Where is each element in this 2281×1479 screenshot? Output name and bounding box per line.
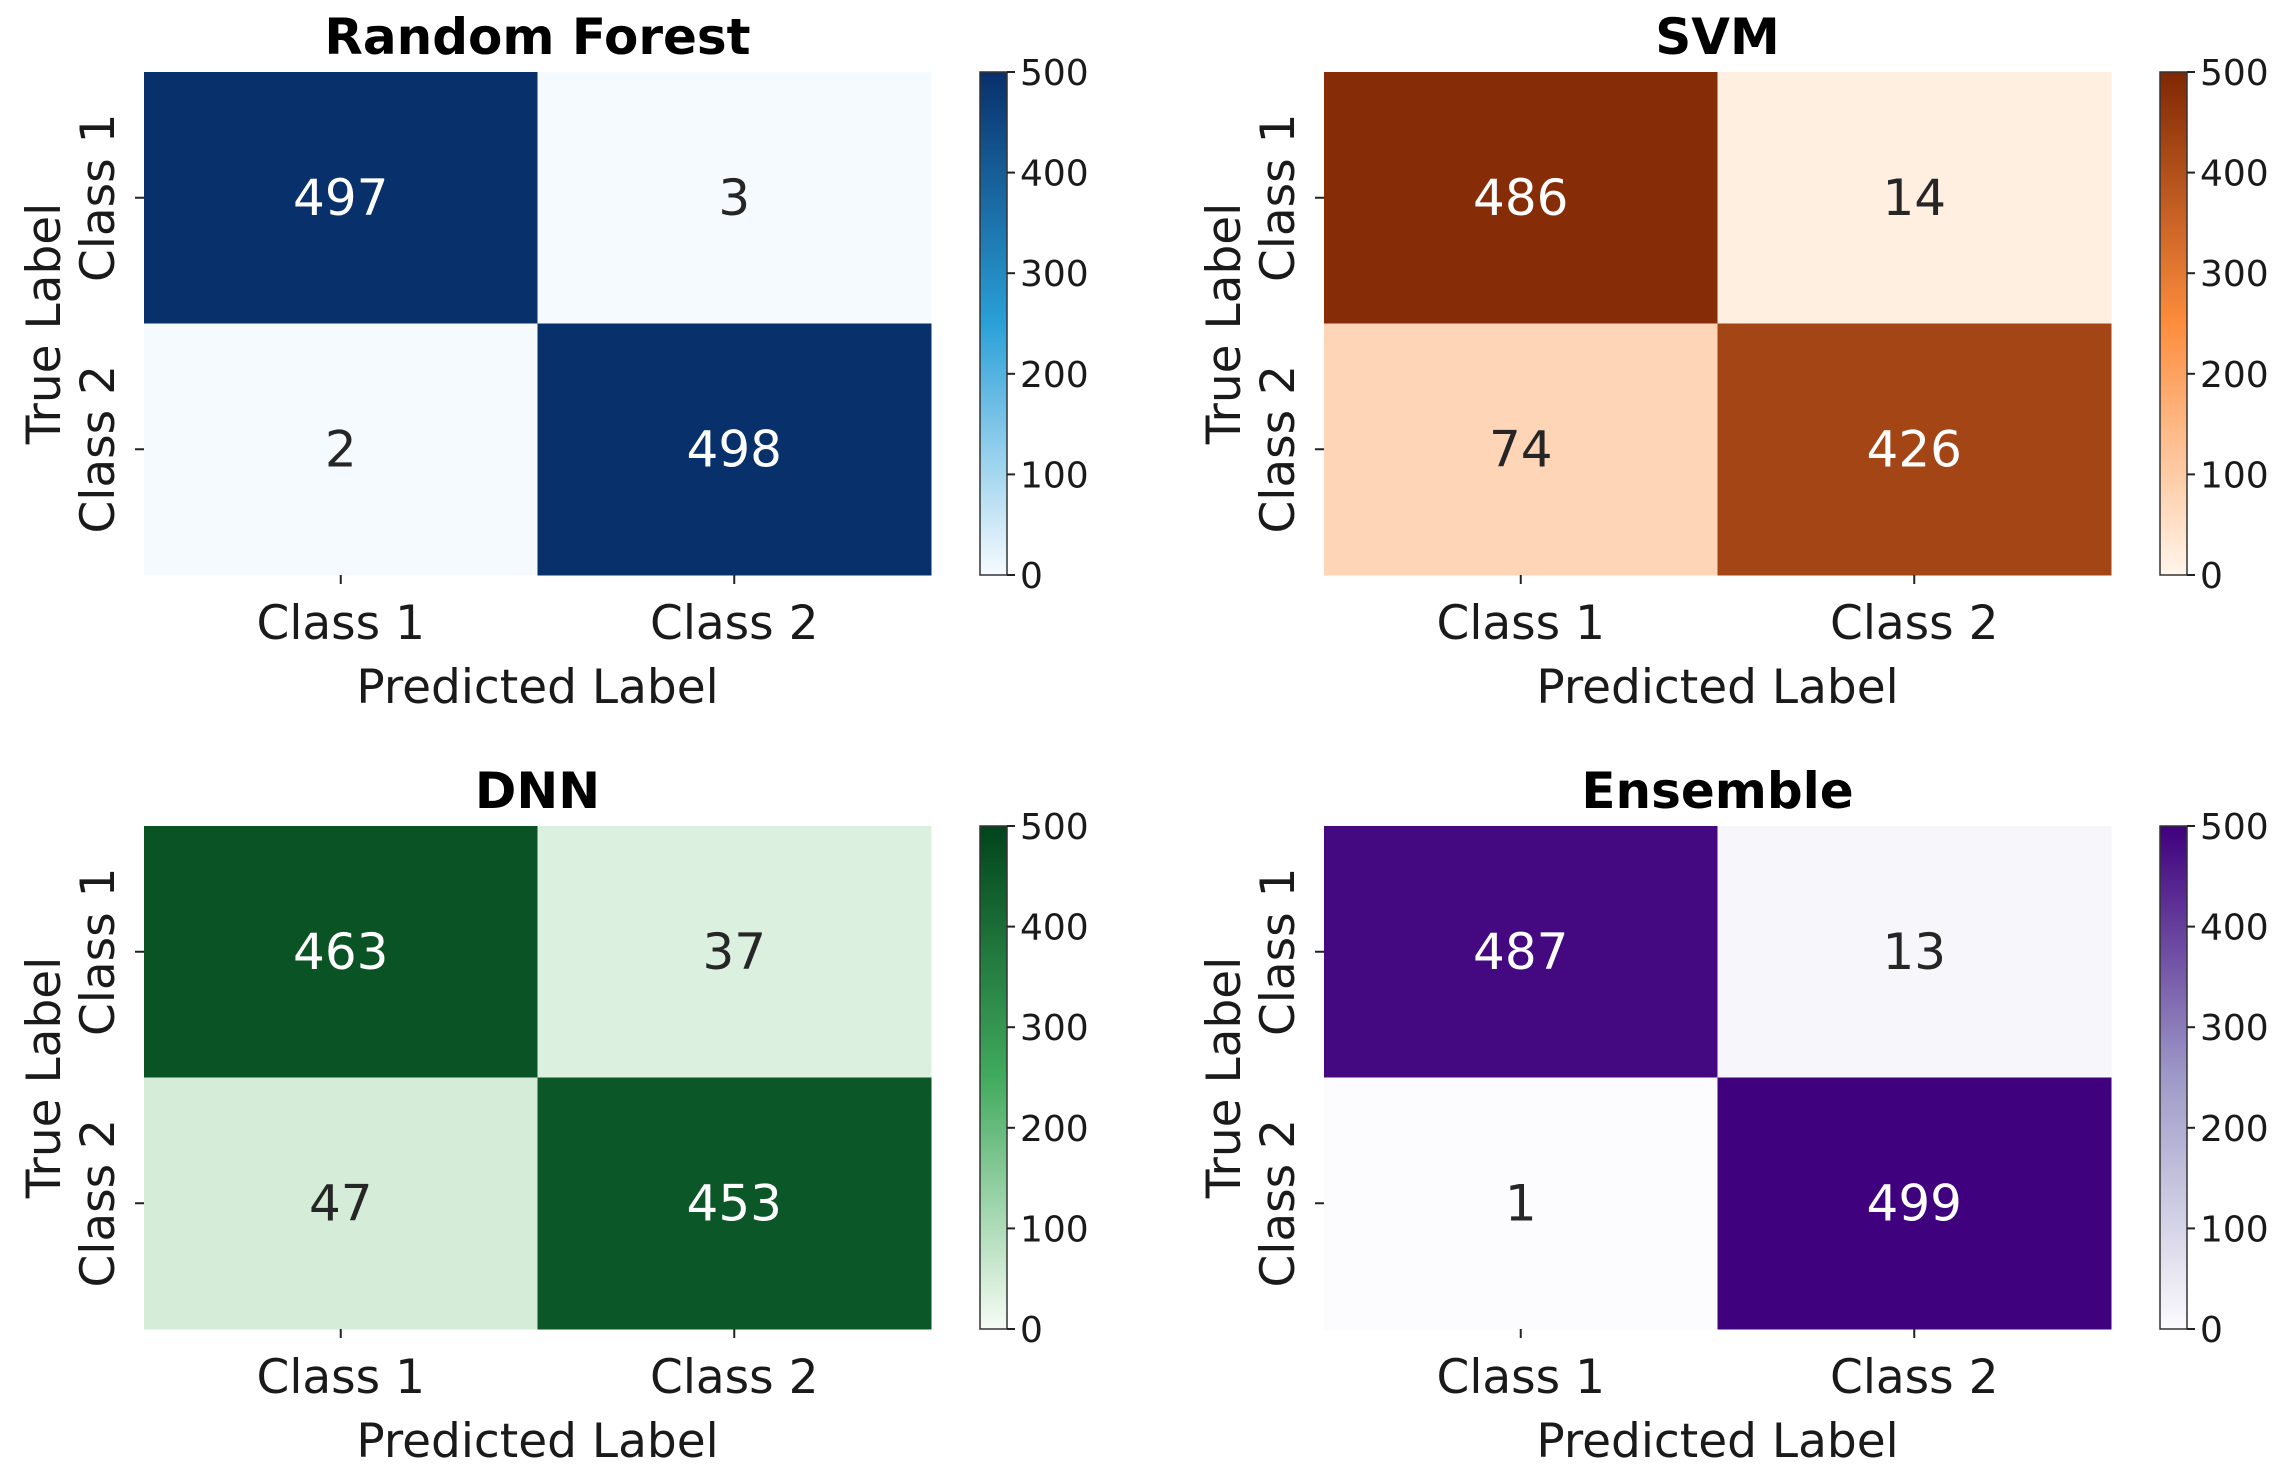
colorbar-tick-label: 300 [2200, 1008, 2269, 1049]
heatmap-cell [1324, 1077, 1718, 1330]
colorbar-tick-label: 400 [2200, 908, 2269, 949]
colorbar-tick-label: 0 [1020, 556, 1043, 597]
colorbar-tick-label: 400 [2200, 154, 2269, 195]
confusion-matrix-panel: Random Forest 497 3 2 498 Class 1 Class 2 Predi… [17, 8, 1089, 715]
x-tick-label: Class 1 [257, 1350, 426, 1405]
colorbar-tick-label: 100 [2200, 455, 2269, 496]
confusion-matrix-panel: Ensemble 487 13 1 499 Class 1 Class 2 Predicted… [1197, 762, 2269, 1469]
cell-value-label: 1 [1505, 1174, 1537, 1232]
panel-title: DNN [475, 762, 600, 820]
panel-title: Ensemble [1581, 762, 1853, 820]
x-tick-label: Class 2 [650, 596, 819, 651]
colorbar-tick-label: 300 [1020, 1008, 1089, 1049]
colorbar-tick-label: 0 [2200, 556, 2223, 597]
colorbar-tick-label: 100 [2200, 1209, 2269, 1250]
y-tick-label: Class 1 [1251, 868, 1306, 1037]
cell-value-label: 498 [687, 420, 782, 478]
colorbar-tick-label: 200 [2200, 355, 2269, 396]
colorbar [2159, 825, 2188, 1330]
cell-value-label: 2 [325, 420, 357, 478]
heatmap-cell [537, 826, 932, 1078]
confusion-matrix-panel: SVM 486 14 74 426 Class 1 Class 2 Predicted Lab… [1197, 8, 2269, 715]
colorbar-tick-label: 500 [1020, 53, 1089, 94]
cell-value-label: 487 [1473, 923, 1568, 981]
y-tick-label: Class 1 [1251, 114, 1306, 283]
x-axis-label: Predicted Label [356, 660, 718, 715]
colorbar-tick-label: 100 [1020, 455, 1089, 496]
cell-value-label: 37 [702, 923, 766, 981]
y-tick-label: Class 2 [71, 365, 126, 534]
colorbar-tick-label: 100 [1020, 1209, 1089, 1250]
y-axis-label: True Label [17, 203, 72, 446]
heatmap-cell [537, 72, 932, 324]
heatmap-cell [1324, 323, 1718, 576]
cell-value-label: 426 [1867, 420, 1962, 478]
colorbar-tick-label: 500 [1020, 807, 1089, 848]
y-axis-label: True Label [1197, 957, 1252, 1200]
x-tick-label: Class 2 [1830, 596, 1999, 651]
heatmap-cell [537, 323, 932, 576]
y-tick-label: Class 2 [71, 1119, 126, 1288]
cell-value-label: 486 [1473, 169, 1568, 227]
cell-value-label: 13 [1882, 923, 1946, 981]
heatmap-cell [1324, 72, 1718, 324]
colorbar-tick-label: 300 [1020, 254, 1089, 295]
x-tick-label: Class 1 [1437, 1350, 1606, 1405]
y-tick-label: Class 1 [71, 114, 126, 283]
confusion-matrix-panel: DNN 463 37 47 453 Class 1 Class 2 Predicted Lab… [17, 762, 1089, 1469]
y-axis-label: True Label [1197, 203, 1252, 446]
colorbar-tick-label: 200 [1020, 1109, 1089, 1150]
x-tick-label: Class 2 [1830, 1350, 1999, 1405]
cell-value-label: 499 [1867, 1174, 1962, 1232]
cell-value-label: 463 [293, 923, 388, 981]
heatmap-cell [144, 323, 538, 576]
panel-title: Random Forest [324, 8, 750, 66]
cell-value-label: 74 [1489, 420, 1553, 478]
heatmap-cell [1717, 323, 2112, 576]
heatmap-cell [1717, 1077, 2112, 1330]
colorbar-tick-label: 300 [2200, 254, 2269, 295]
colorbar-tick-label: 500 [2200, 807, 2269, 848]
colorbar-tick-label: 0 [1020, 1310, 1043, 1351]
x-axis-label: Predicted Label [356, 1414, 718, 1469]
cell-value-label: 14 [1882, 169, 1946, 227]
x-tick-label: Class 2 [650, 1350, 819, 1405]
heatmap-cell [1717, 826, 2112, 1078]
panel-title: SVM [1655, 8, 1779, 66]
heatmap-cell [1717, 72, 2112, 324]
heatmap-cell [144, 826, 538, 1078]
y-axis-label: True Label [17, 957, 72, 1200]
cell-value-label: 497 [293, 169, 388, 227]
x-axis-label: Predicted Label [1536, 660, 1898, 715]
y-tick-label: Class 2 [1251, 365, 1306, 534]
colorbar-tick-label: 200 [1020, 355, 1089, 396]
cell-value-label: 453 [687, 1174, 782, 1232]
heatmap-cell [1324, 826, 1718, 1078]
heatmap-cell [537, 1077, 932, 1330]
colorbar-tick-label: 0 [2200, 1310, 2223, 1351]
colorbar-tick-label: 200 [2200, 1109, 2269, 1150]
cell-value-label: 3 [718, 169, 750, 227]
colorbar [979, 825, 1008, 1330]
colorbar-tick-label: 400 [1020, 154, 1089, 195]
colorbar [2159, 71, 2188, 576]
x-axis-label: Predicted Label [1536, 1414, 1898, 1469]
y-tick-label: Class 2 [1251, 1119, 1306, 1288]
cell-value-label: 47 [309, 1174, 373, 1232]
colorbar [979, 71, 1008, 576]
heatmap-cell [144, 72, 538, 324]
x-tick-label: Class 1 [257, 596, 426, 651]
x-tick-label: Class 1 [1437, 596, 1606, 651]
colorbar-tick-label: 500 [2200, 53, 2269, 94]
heatmap-cell [144, 1077, 538, 1330]
y-tick-label: Class 1 [71, 868, 126, 1037]
colorbar-tick-label: 400 [1020, 908, 1089, 949]
